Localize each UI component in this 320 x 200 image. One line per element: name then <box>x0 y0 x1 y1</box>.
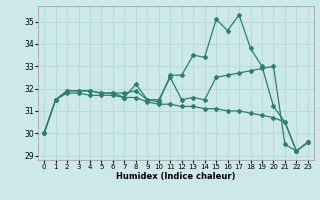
X-axis label: Humidex (Indice chaleur): Humidex (Indice chaleur) <box>116 172 236 181</box>
